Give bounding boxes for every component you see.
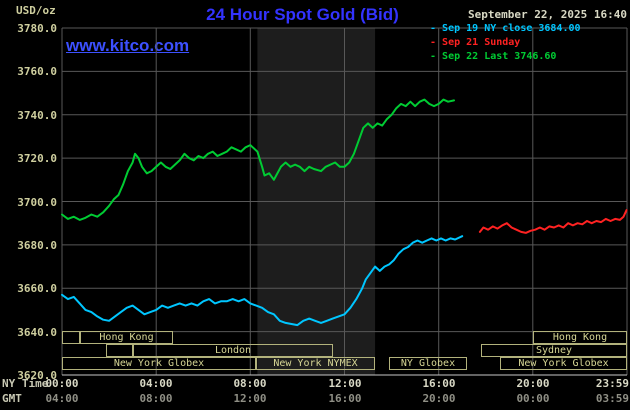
y-tick-label: 3720.0	[17, 152, 57, 165]
legend-dash-icon: -	[430, 23, 443, 34]
legend-dash-icon: -	[430, 51, 443, 62]
y-axis-units-label: USD/oz	[16, 4, 56, 17]
session-box-segment	[62, 331, 80, 344]
legend-item-1: - Sep 19 NY close 3684.00	[430, 23, 581, 34]
y-tick-label: 3680.0	[17, 239, 57, 252]
y-tick-label: 3660.0	[17, 282, 57, 295]
y-tick-label: 3640.0	[17, 326, 57, 339]
price-series-sep21	[478, 209, 628, 234]
legend-item-3: - Sep 22 Last 3746.60	[430, 51, 556, 62]
x-tick-ny: 00:00	[45, 377, 79, 390]
x-tick-ny: 08:00	[233, 377, 267, 390]
y-tick-label: 3780.0	[17, 22, 57, 35]
x-tick-gmt: 16:00	[328, 392, 362, 405]
chart-datetime: September 22, 2025 16:40	[468, 8, 627, 21]
x-tick-gmt: 20:00	[422, 392, 456, 405]
session-box-hong-kong: Hong Kong	[533, 331, 627, 344]
y-tick-label: 3700.0	[17, 196, 57, 209]
session-box-ny-globex: NY Globex	[389, 357, 467, 370]
y-tick-label: 3740.0	[17, 109, 57, 122]
x-tick-ny: 20:00	[516, 377, 550, 390]
price-series-sep19	[61, 235, 464, 327]
y-tick-label: 3760.0	[17, 65, 57, 78]
session-box-new-york-globex: New York Globex	[500, 357, 627, 370]
x-tick-gmt: 04:00	[45, 392, 79, 405]
legend-label: Sep 22 Last 3746.60	[442, 51, 557, 62]
y-tick-label: 3620.0	[17, 369, 57, 382]
session-box-new-york-globex: New York Globex	[62, 357, 256, 370]
session-box-segment	[106, 344, 133, 357]
x-tick-ny: 23:59	[595, 377, 629, 390]
session-box-sydney: Sydney	[481, 344, 627, 357]
legend-dash-icon: -	[430, 37, 443, 48]
legend-label: Sep 19 NY close 3684.00	[442, 23, 581, 34]
session-box-new-york-nymex: New York NYMEX	[256, 357, 375, 370]
page-title: 24 Hour Spot Gold (Bid)	[206, 5, 399, 24]
session-box-hong-kong: Hong Kong	[80, 331, 173, 344]
ny-time-axis-label: NY Time	[2, 377, 49, 390]
legend-item-2: - Sep 21 Sunday	[430, 37, 520, 48]
legend-label: Sep 21 Sunday	[442, 37, 521, 48]
kitco-website-link[interactable]: www.kitco.com	[66, 36, 190, 55]
price-series-sep22	[61, 98, 455, 221]
x-tick-gmt: 08:00	[139, 392, 173, 405]
x-tick-ny: 12:00	[328, 377, 362, 390]
gmt-axis-label: GMT	[2, 392, 22, 405]
x-tick-ny: 16:00	[422, 377, 456, 390]
x-tick-gmt: 12:00	[233, 392, 267, 405]
x-tick-gmt: 00:00	[516, 392, 550, 405]
session-box-london: London	[133, 344, 333, 357]
x-tick-gmt: 03:59	[595, 392, 629, 405]
x-tick-ny: 04:00	[139, 377, 173, 390]
